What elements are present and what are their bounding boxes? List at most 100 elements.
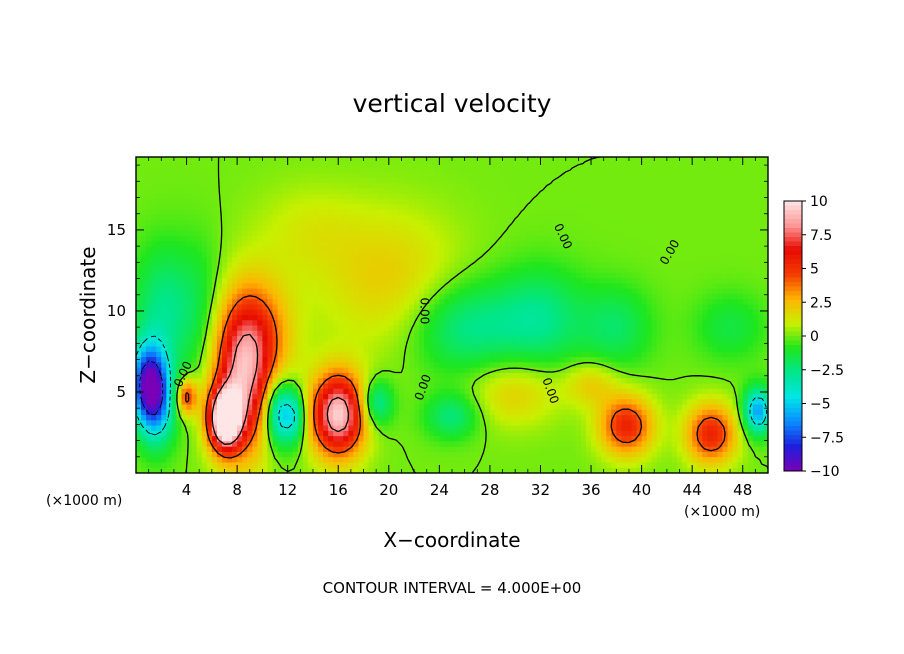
field-cell (398, 204, 405, 211)
field-cell (494, 262, 501, 269)
field-cell (146, 315, 152, 321)
field-cell (186, 325, 193, 332)
field-cell (368, 157, 375, 163)
field-cell (272, 162, 279, 169)
field-cell (398, 362, 405, 369)
field-cell (353, 257, 360, 263)
field-cell (550, 336, 557, 342)
field-cell (424, 325, 430, 332)
field-cell (307, 214, 314, 221)
field-cell (146, 162, 152, 169)
field-cell (267, 183, 274, 190)
field-cell (692, 341, 698, 348)
field-cell (343, 320, 349, 327)
field-cell (338, 330, 344, 337)
field-cell (611, 236, 617, 242)
field-cell (626, 262, 633, 269)
field-cell (621, 178, 628, 184)
field-cell (156, 283, 162, 290)
field-cell (287, 357, 294, 363)
field-cell (722, 288, 729, 295)
field-cell (292, 199, 299, 205)
field-cell (439, 241, 446, 248)
field-cell (606, 157, 612, 163)
field-cell (489, 299, 496, 306)
field-cell (505, 346, 511, 353)
field-cell (277, 230, 284, 237)
field-cell (560, 299, 567, 306)
field-cell (702, 262, 708, 269)
field-cell (277, 162, 284, 169)
field-cell (166, 230, 172, 237)
field-cell (712, 288, 719, 295)
field-cell (702, 225, 708, 232)
field-cell (762, 199, 768, 205)
field-cell (151, 362, 157, 369)
field-cell (297, 315, 304, 321)
field-cell (338, 304, 344, 311)
field-cell (515, 220, 521, 227)
field-cell (474, 362, 481, 369)
field-cell (525, 172, 531, 179)
field-cell (545, 241, 552, 248)
field-cell (661, 178, 668, 184)
field-cell (151, 304, 157, 311)
field-cell (429, 278, 435, 284)
field-cell (383, 188, 390, 195)
field-cell (176, 346, 183, 353)
field-cell (505, 362, 511, 369)
field-cell (444, 251, 451, 258)
field-cell (489, 357, 496, 363)
field-cell (687, 320, 693, 327)
field-cell (201, 199, 208, 205)
field-cell (292, 157, 299, 163)
field-cell (540, 225, 547, 232)
field-cell (348, 351, 355, 358)
field-cell (237, 346, 243, 353)
field-cell (151, 257, 157, 263)
field-cell (510, 346, 516, 353)
field-cell (201, 230, 208, 237)
field-cell (641, 204, 648, 211)
field-cell (591, 230, 597, 237)
field-cell (687, 167, 693, 174)
field-cell (312, 336, 319, 342)
field-cell (565, 362, 572, 369)
field-cell (211, 172, 218, 179)
field-cell (297, 272, 304, 279)
field-cell (378, 162, 385, 169)
field-cell (464, 183, 471, 190)
field-cell (585, 188, 592, 195)
field-cell (479, 351, 486, 358)
field-cell (666, 309, 673, 316)
field-cell (232, 220, 238, 227)
field-cell (141, 325, 147, 332)
field-cell (596, 357, 602, 363)
field-cell (302, 288, 309, 295)
field-cell (297, 288, 304, 295)
field-cell (722, 236, 729, 242)
field-cell (358, 157, 365, 163)
field-cell (555, 220, 562, 227)
field-cell (429, 251, 435, 258)
field-cell (171, 193, 178, 200)
field-cell (621, 341, 628, 348)
field-cell (237, 193, 243, 200)
field-cell (515, 309, 521, 316)
field-cell (641, 341, 648, 348)
field-cell (196, 262, 203, 269)
field-cell (388, 351, 395, 358)
field-cell (307, 304, 314, 311)
field-cell (525, 178, 531, 184)
field-cell (378, 272, 385, 279)
field-cell (469, 336, 476, 342)
field-cell (378, 241, 385, 248)
field-cell (242, 230, 248, 237)
field-cell (368, 162, 375, 169)
field-cell (328, 304, 334, 311)
field-cell (601, 225, 607, 232)
field-cell (707, 225, 713, 232)
field-cell (651, 262, 658, 269)
field-cell (697, 178, 703, 184)
field-cell (596, 362, 602, 369)
